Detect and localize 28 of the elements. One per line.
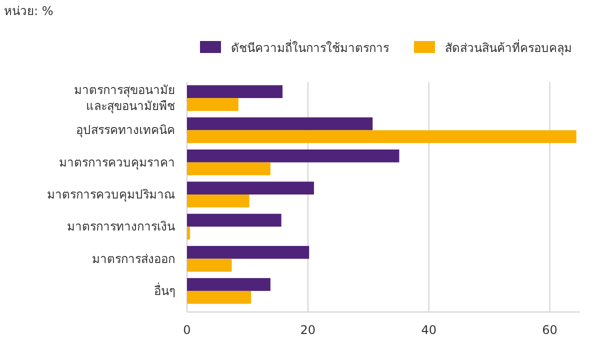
bar [187, 162, 270, 176]
bar [187, 117, 373, 130]
y-tick-label: มาตรการควบคุมปริมาณ [47, 188, 175, 202]
y-tick-label: มาตรการสุขอนามัยและสุขอนามัยพืช [74, 83, 175, 114]
bar [187, 130, 576, 144]
bar [187, 258, 232, 272]
x-tick-label: 20 [300, 323, 316, 337]
y-tick-label: มาตรการส่งออก [92, 252, 175, 266]
y-tick-label: อุปสรรคทางเทคนิค [76, 123, 175, 138]
x-tick-label: 0 [183, 323, 191, 337]
bar [187, 246, 310, 259]
legend-label: ดัชนีความถี่ในการใช้มาตรการ [231, 39, 390, 55]
y-tick-label: มาตรการควบคุมราคา [59, 155, 175, 170]
bar [187, 194, 250, 208]
bar [187, 150, 400, 162]
bar [187, 290, 252, 304]
y-tick-label: มาตรการทางการเงิน [67, 220, 175, 234]
x-tick-label: 60 [542, 323, 558, 337]
bar [187, 85, 283, 98]
bar [187, 278, 270, 291]
x-tick-label: 40 [421, 323, 436, 337]
y-tick-label: อื่นๆ [154, 282, 175, 298]
bar [187, 226, 190, 240]
bar [187, 214, 282, 227]
text: หน่วย: % [4, 4, 54, 18]
bar [187, 182, 314, 194]
bar [187, 98, 238, 111]
legend-label: สัดส่วนสินค้าที่ครอบคลุม [445, 39, 572, 56]
